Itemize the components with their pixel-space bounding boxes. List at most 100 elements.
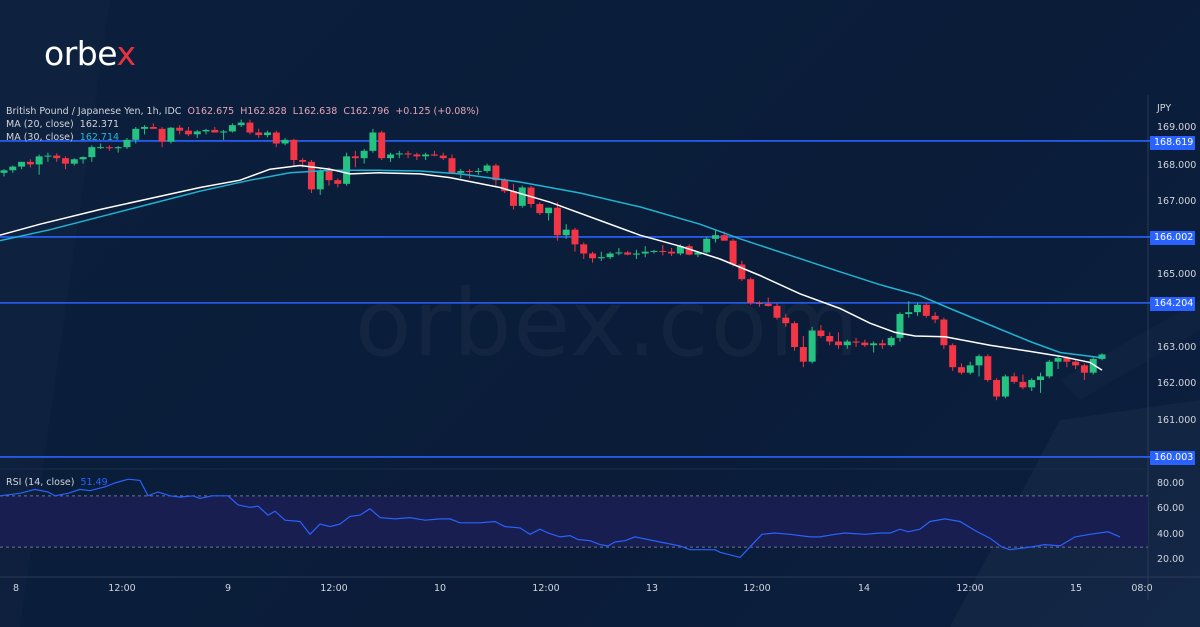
candle-body: [870, 343, 878, 346]
candle-body: [1063, 358, 1071, 362]
time-tick: 12:00: [743, 583, 771, 594]
candle-body: [764, 303, 772, 306]
candle-body: [88, 147, 96, 158]
candle-body: [755, 303, 763, 305]
candle-body: [307, 161, 315, 190]
level-tag[interactable]: 168.619: [1150, 136, 1195, 150]
ma30-legend[interactable]: MA (30, close) 162.714: [6, 132, 120, 143]
candle-body: [281, 139, 289, 144]
time-tick: 12:00: [532, 583, 560, 594]
candle-body: [141, 127, 149, 129]
rsi-tick: 20.00: [1157, 554, 1185, 565]
ma20-legend[interactable]: MA (20, close) 162.371: [6, 119, 120, 130]
time-tick: 12:00: [956, 583, 984, 594]
candle-body: [843, 341, 851, 346]
candle-body: [61, 158, 69, 164]
rsi-line: [0, 478, 1121, 559]
candle-body: [676, 246, 684, 254]
candle-body: [861, 342, 869, 346]
candle-body: [483, 165, 491, 172]
candle-body: [413, 154, 421, 157]
candle-body: [158, 128, 166, 142]
candle-body: [606, 253, 614, 258]
candle-body: [404, 153, 412, 155]
candle-body: [176, 127, 184, 131]
candle-body: [369, 132, 377, 151]
candle-body: [360, 150, 368, 159]
candle-body: [1019, 381, 1027, 388]
price-tick: 168.000: [1157, 160, 1197, 171]
candle-body: [1098, 354, 1106, 359]
time-tick: 9: [224, 583, 232, 594]
candle-body: [834, 341, 842, 346]
candle-body: [466, 171, 474, 173]
watermark: orbex.com: [355, 270, 861, 377]
time-tick: 15: [1069, 583, 1083, 594]
ohlc-high: H162.828: [240, 106, 287, 117]
candle-body: [685, 246, 693, 255]
candle-body: [668, 251, 676, 254]
rsi-legend[interactable]: RSI (14, close) 51.49: [6, 477, 108, 488]
candle-body: [817, 330, 825, 337]
symbol-title: British Pound / Japanese Yen, 1h, IDC: [6, 106, 182, 117]
candle-body: [386, 154, 394, 159]
rsi-tick: 80.00: [1157, 478, 1185, 489]
candle-body: [562, 229, 570, 236]
candle-body: [44, 155, 52, 157]
candle-body: [422, 154, 430, 157]
time-tick: 12:00: [320, 583, 348, 594]
candle-body: [457, 171, 465, 173]
candle-body: [79, 157, 87, 160]
candle-body: [826, 336, 834, 342]
candle-body: [290, 139, 298, 161]
candle-body: [712, 235, 720, 239]
candle-body: [1072, 361, 1080, 366]
candle-body: [228, 125, 236, 132]
level-tag[interactable]: 166.002: [1150, 231, 1195, 245]
candle-body: [527, 187, 535, 205]
level-tag[interactable]: 160.003: [1150, 451, 1195, 465]
ma20-value: 162.371: [79, 119, 120, 130]
candle-body: [624, 252, 632, 255]
price-tick: 165.000: [1157, 269, 1197, 280]
candle-body: [378, 132, 386, 159]
candle-body: [632, 253, 640, 255]
price-tick: 169.000: [1157, 122, 1197, 133]
candle-body: [589, 253, 597, 259]
ohlc-open: O162.675: [187, 106, 235, 117]
candle-body: [896, 314, 904, 338]
ma20-line: [0, 164, 1103, 371]
candle-body: [905, 312, 913, 315]
candle-body: [1089, 358, 1097, 373]
candle-body: [966, 365, 974, 373]
time-tick: 8: [12, 583, 20, 594]
candle-body: [993, 380, 1001, 397]
candle-body: [536, 204, 544, 214]
candle-body: [439, 155, 447, 159]
candle-body: [852, 341, 860, 343]
level-tag[interactable]: 164.204: [1150, 297, 1195, 311]
candle-body: [351, 156, 359, 159]
candle-body: [474, 171, 482, 173]
candle-body: [957, 367, 965, 373]
candle-body: [202, 129, 210, 132]
price-tick: 167.000: [1157, 196, 1197, 207]
candle-body: [580, 244, 588, 254]
candle-body: [747, 279, 755, 304]
time-tick: 13: [645, 583, 659, 594]
candle-body: [448, 158, 456, 173]
candle-body: [220, 131, 228, 133]
candle-body: [123, 139, 131, 148]
candle-body: [184, 130, 192, 135]
candle-body: [1028, 380, 1036, 388]
candle-body: [9, 166, 17, 171]
candle-body: [553, 207, 561, 236]
candle-body: [1054, 358, 1062, 362]
candle-body: [509, 191, 517, 206]
candle-body: [518, 187, 526, 206]
candle-body: [571, 229, 579, 245]
candle-body: [70, 159, 78, 164]
candle-body: [211, 129, 219, 133]
